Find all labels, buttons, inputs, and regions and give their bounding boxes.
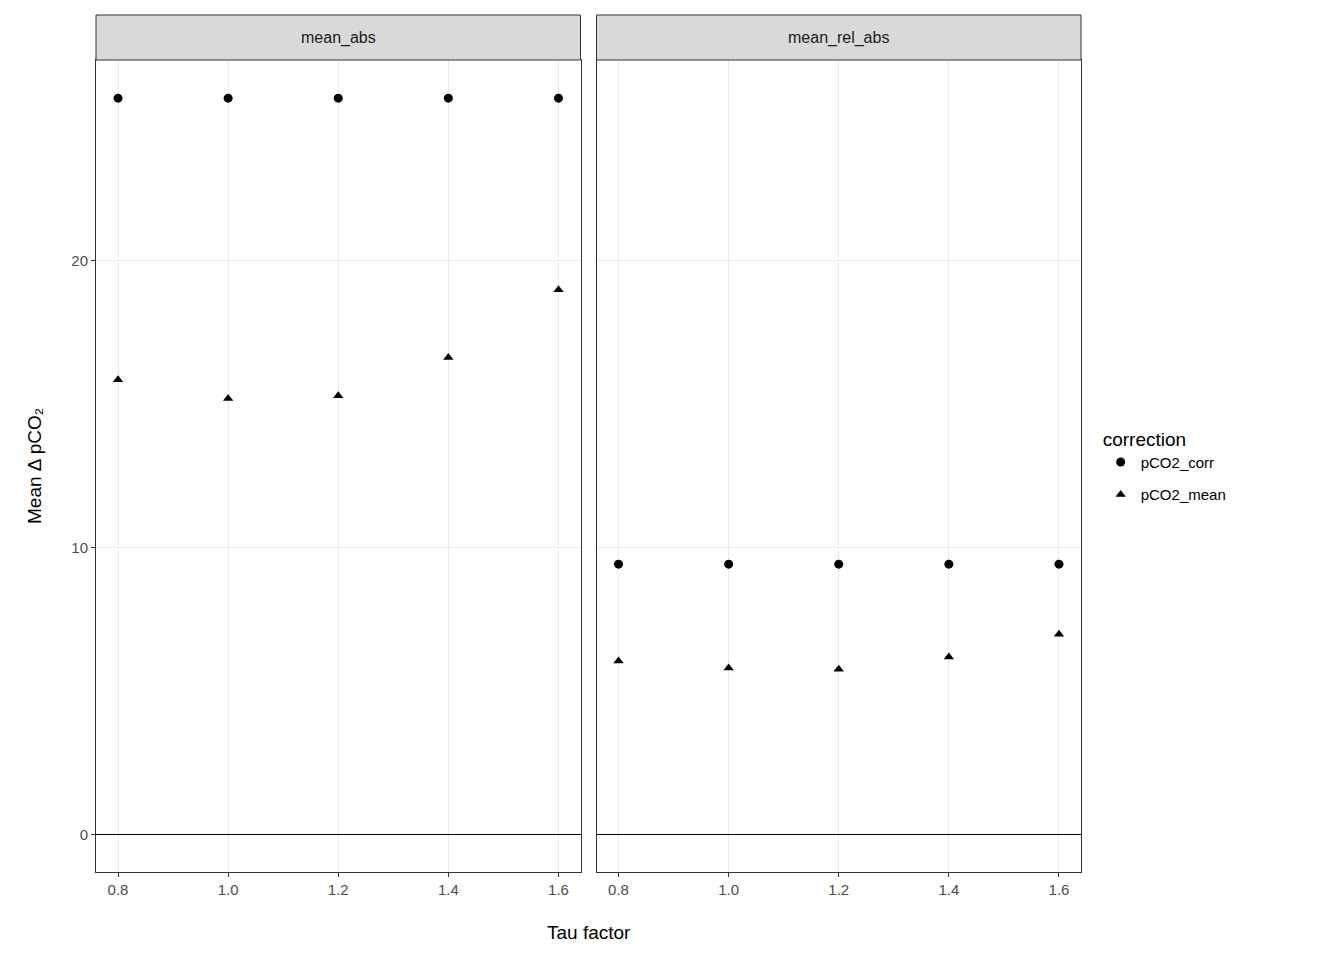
- svg-text:pCO2_mean: pCO2_mean: [1141, 486, 1226, 503]
- svg-text:1.0: 1.0: [218, 881, 239, 898]
- svg-text:1.4: 1.4: [938, 881, 959, 898]
- svg-text:mean_rel_abs: mean_rel_abs: [788, 29, 889, 47]
- svg-text:0.8: 0.8: [608, 881, 629, 898]
- svg-text:0.8: 0.8: [108, 881, 129, 898]
- svg-text:1.6: 1.6: [548, 881, 569, 898]
- svg-text:Mean Δ pCO₂: Mean Δ pCO₂: [24, 408, 45, 524]
- svg-text:mean_abs: mean_abs: [301, 29, 376, 47]
- svg-text:1.6: 1.6: [1049, 881, 1070, 898]
- svg-text:10: 10: [71, 539, 88, 556]
- svg-text:0: 0: [80, 826, 88, 843]
- svg-text:1.0: 1.0: [718, 881, 739, 898]
- svg-text:correction: correction: [1103, 429, 1186, 450]
- svg-text:1.2: 1.2: [328, 881, 349, 898]
- svg-text:Tau factor: Tau factor: [547, 922, 631, 943]
- svg-text:1.4: 1.4: [438, 881, 459, 898]
- svg-text:20: 20: [71, 252, 88, 269]
- svg-text:pCO2_corr: pCO2_corr: [1141, 454, 1214, 471]
- svg-text:1.2: 1.2: [828, 881, 849, 898]
